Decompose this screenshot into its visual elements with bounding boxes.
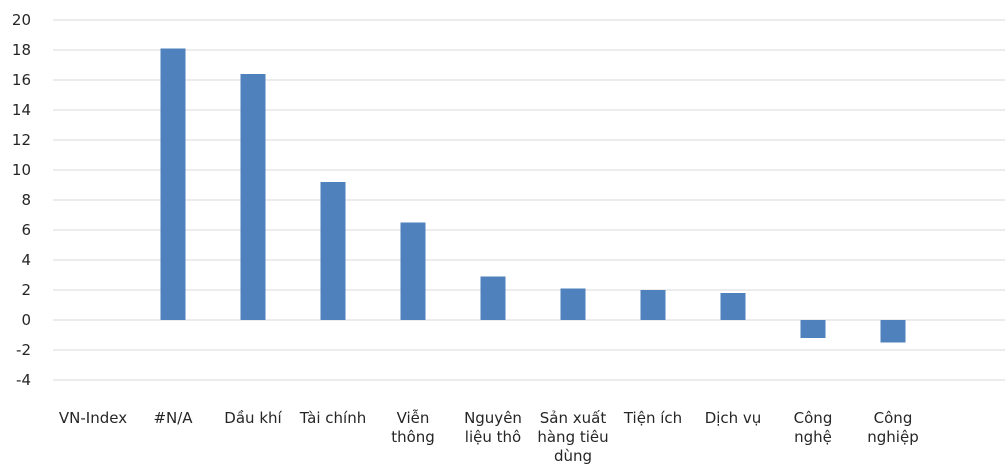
- x-category-label: Sản xuất hàng tiêu dùng: [537, 409, 608, 465]
- bars: [160, 48, 906, 343]
- x-category-label-line: nghệ: [794, 428, 832, 446]
- x-category-label-line: dùng: [554, 447, 592, 465]
- bar: [800, 320, 826, 338]
- x-category-label-line: Tiện ích: [623, 409, 682, 427]
- x-category-label-line: Tài chính: [299, 409, 366, 427]
- x-category-label-line: thông: [391, 428, 435, 446]
- x-category-label-line: Công: [874, 409, 913, 427]
- y-tick-label: 16: [12, 71, 31, 89]
- y-tick-label: 10: [12, 161, 31, 179]
- x-category-label: VN-Index: [59, 409, 127, 427]
- x-category-label-line: Viễn: [397, 409, 430, 427]
- x-category-label: Công nghệ: [794, 409, 833, 446]
- y-tick-label: -4: [16, 371, 31, 389]
- x-category-label: Dầu khí: [224, 409, 282, 427]
- x-category-label-line: Sản xuất: [540, 409, 607, 427]
- x-category-label: Tài chính: [299, 409, 366, 427]
- bar: [160, 48, 186, 320]
- x-category-label: #N/A: [153, 409, 193, 427]
- y-tick-label: 0: [21, 311, 31, 329]
- y-tick-label: 8: [21, 191, 31, 209]
- x-category-label-line: Dầu khí: [224, 409, 282, 427]
- bar: [880, 320, 906, 343]
- bar: [720, 293, 746, 320]
- x-category-label-line: liệu thô: [465, 428, 521, 446]
- y-tick-label: 4: [21, 251, 31, 269]
- x-category-label: Dịch vụ: [705, 409, 762, 427]
- x-category-label: Viễn thông: [391, 409, 435, 446]
- y-tick-label: 14: [12, 101, 31, 119]
- bar: [640, 290, 666, 320]
- y-tick-label: 12: [12, 131, 31, 149]
- bar: [240, 74, 266, 320]
- y-tick-label: -2: [16, 341, 31, 359]
- gridlines: [53, 19, 1005, 381]
- x-category-label-line: Dịch vụ: [705, 409, 762, 427]
- x-category-label: Công nghiệp: [867, 409, 918, 446]
- x-category-label: Tiện ích: [623, 409, 682, 427]
- x-category-label-line: Công: [794, 409, 833, 427]
- x-category-label: Nguyên liệu thô: [464, 409, 522, 446]
- y-tick-label: 6: [21, 221, 31, 239]
- x-category-label-line: VN-Index: [59, 409, 127, 427]
- x-category-label-line: Nguyên: [464, 409, 522, 427]
- x-category-label-line: #N/A: [153, 409, 193, 427]
- bar: [320, 182, 346, 320]
- bar: [480, 276, 506, 320]
- x-category-label-line: nghiệp: [867, 428, 918, 446]
- x-axis-category-labels: VN-Index #N/A Dầu khí Tài chính Viễn thông Ngu…: [59, 409, 919, 465]
- y-tick-label: 2: [21, 281, 31, 299]
- bar: [560, 288, 586, 320]
- y-tick-label: 18: [12, 41, 31, 59]
- bar: [400, 222, 426, 320]
- y-tick-label: 20: [12, 11, 31, 29]
- x-category-label-line: hàng tiêu: [537, 428, 608, 446]
